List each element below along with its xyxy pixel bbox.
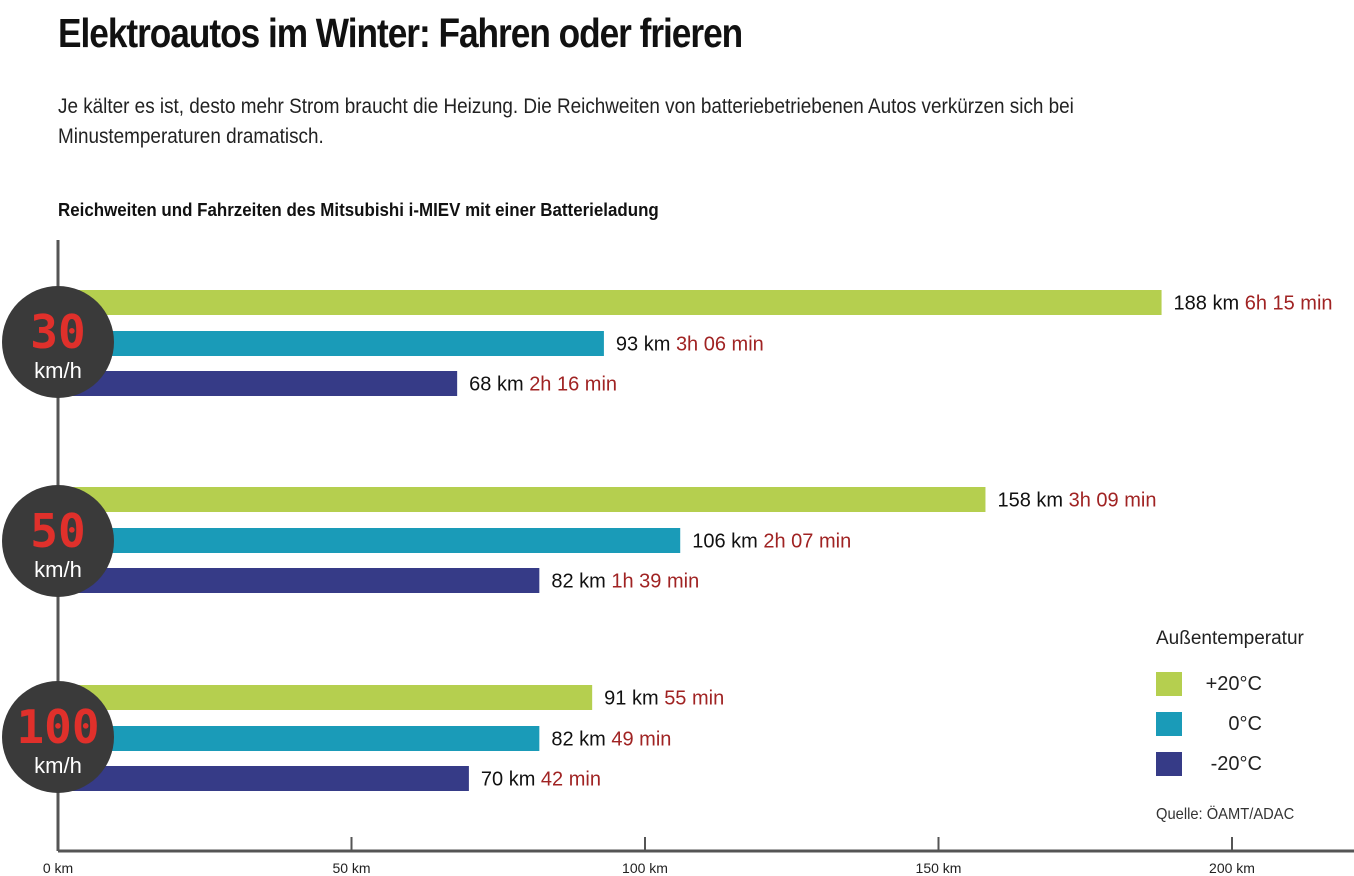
speed-badge-100 — [2, 681, 114, 793]
legend-item-minus20: -20°C — [1156, 744, 1336, 784]
bar-value-label-50-0: 158 km 3h 09 min — [997, 490, 1156, 512]
bar-value-label-50-2: 82 km 1h 39 min — [551, 571, 699, 593]
speed-badge-30 — [2, 286, 114, 398]
time-label: 42 min — [541, 769, 601, 791]
speed-badge-number-50: 50 — [30, 504, 85, 558]
distance-label: 68 km — [469, 374, 529, 396]
bar-value-label-50-1: 106 km 2h 07 min — [692, 531, 851, 553]
page-subtitle: Je kälter es ist, desto mehr Strom brauc… — [58, 95, 1074, 148]
legend-swatch-minus20 — [1156, 752, 1182, 776]
bar-100-2 — [58, 766, 469, 791]
legend-item-zero: 0°C — [1156, 704, 1336, 744]
legend-label-minus20: -20°C — [1210, 752, 1262, 775]
speed-badge-unit-30: km/h — [34, 358, 82, 383]
legend-swatch-zero — [1156, 712, 1182, 736]
distance-label: 82 km — [551, 729, 611, 751]
speed-badge-unit-100: km/h — [34, 753, 82, 778]
x-tick-label-150: 150 km — [916, 860, 962, 876]
x-tick-label-100: 100 km — [622, 860, 668, 876]
x-tick-label-200: 200 km — [1209, 860, 1255, 876]
bar-50-2 — [58, 568, 540, 593]
bar-100-0 — [58, 685, 593, 710]
time-label: 49 min — [611, 729, 671, 751]
legend: Außentemperatur +20°C 0°C -20°C — [1156, 628, 1336, 784]
time-label: 2h 16 min — [529, 374, 617, 396]
legend-swatch-plus20 — [1156, 672, 1182, 696]
bar-30-1 — [58, 331, 604, 356]
legend-label-plus20: +20°C — [1205, 672, 1262, 695]
speed-badge-number-100: 100 — [16, 700, 99, 754]
legend-label-zero: 0°C — [1228, 712, 1262, 735]
distance-label: 158 km — [997, 490, 1068, 512]
distance-label: 106 km — [692, 531, 763, 553]
distance-label: 82 km — [551, 571, 611, 593]
distance-label: 91 km — [604, 688, 664, 710]
distance-label: 93 km — [616, 334, 676, 356]
bar-30-0 — [58, 290, 1162, 315]
time-label: 6h 15 min — [1245, 293, 1333, 315]
legend-item-plus20: +20°C — [1156, 664, 1336, 704]
distance-label: 70 km — [481, 769, 541, 791]
bar-value-label-30-1: 93 km 3h 06 min — [616, 334, 764, 356]
time-label: 55 min — [664, 688, 724, 710]
bar-50-0 — [58, 487, 986, 512]
bar-100-1 — [58, 726, 540, 751]
distance-label: 188 km — [1174, 293, 1245, 315]
chart-heading: Reichweiten und Fahrzeiten des Mitsubish… — [58, 200, 659, 220]
x-tick-label-0: 0 km — [43, 860, 73, 876]
bar-50-1 — [58, 528, 681, 553]
bar-value-label-100-0: 91 km 55 min — [604, 688, 724, 710]
page-title: Elektroautos im Winter: Fahren oder frie… — [58, 10, 743, 56]
time-label: 3h 06 min — [676, 334, 764, 356]
source-note: Quelle: ÖAMT/ADAC — [1156, 806, 1295, 823]
bar-value-label-100-2: 70 km 42 min — [481, 769, 601, 791]
bar-value-label-30-0: 188 km 6h 15 min — [1174, 293, 1333, 315]
legend-title: Außentemperatur — [1156, 628, 1304, 649]
time-label: 2h 07 min — [763, 531, 851, 553]
speed-badge-50 — [2, 485, 114, 597]
bar-value-label-100-1: 82 km 49 min — [551, 729, 671, 751]
bar-30-2 — [58, 371, 458, 396]
time-label: 3h 09 min — [1069, 490, 1157, 512]
speed-badge-number-30: 30 — [30, 305, 85, 359]
x-tick-label-50: 50 km — [332, 860, 370, 876]
speed-badge-unit-50: km/h — [34, 557, 82, 582]
bar-value-label-30-2: 68 km 2h 16 min — [469, 374, 617, 396]
time-label: 1h 39 min — [611, 571, 699, 593]
